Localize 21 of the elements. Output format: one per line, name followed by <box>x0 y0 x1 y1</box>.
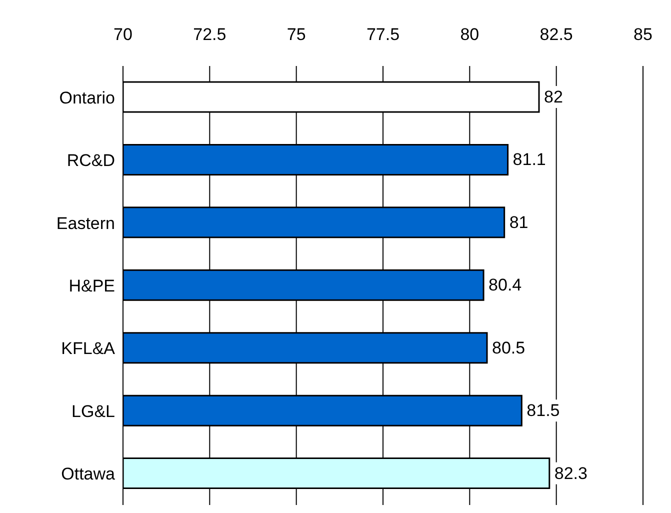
y-tick-label: Ontario <box>59 88 115 108</box>
y-tick-label: LG&L <box>72 402 115 421</box>
data-label: 81.5 <box>526 401 560 420</box>
y-tick-label: H&PE <box>68 276 115 296</box>
data-label: 81.1 <box>512 150 546 170</box>
x-tick-label: 82.5 <box>540 25 573 44</box>
data-label: 82 <box>544 88 563 106</box>
data-label: 80.5 <box>492 338 526 358</box>
x-tick-label: 75 <box>286 25 306 44</box>
data-label: 82.3 <box>554 464 588 483</box>
x-tick-label: 70 <box>114 25 132 44</box>
x-tick-label: 85 <box>634 25 652 44</box>
data-label: 81 <box>509 212 528 232</box>
y-tick-label: Ottawa <box>61 464 116 484</box>
y-tick-label: RC&D <box>66 151 115 170</box>
x-tick-label: 77.5 <box>366 25 400 44</box>
data-label: 80.4 <box>488 276 522 295</box>
x-tick-label: 80 <box>460 25 480 44</box>
x-tick-label: 72.5 <box>193 25 226 44</box>
y-tick-label: KFL&A <box>61 339 116 358</box>
y-tick-label: Eastern <box>56 214 115 233</box>
